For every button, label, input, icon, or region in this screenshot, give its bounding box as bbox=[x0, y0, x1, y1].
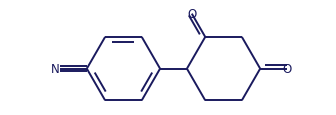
Text: O: O bbox=[283, 63, 292, 75]
Text: O: O bbox=[187, 8, 197, 21]
Text: N: N bbox=[51, 63, 59, 75]
